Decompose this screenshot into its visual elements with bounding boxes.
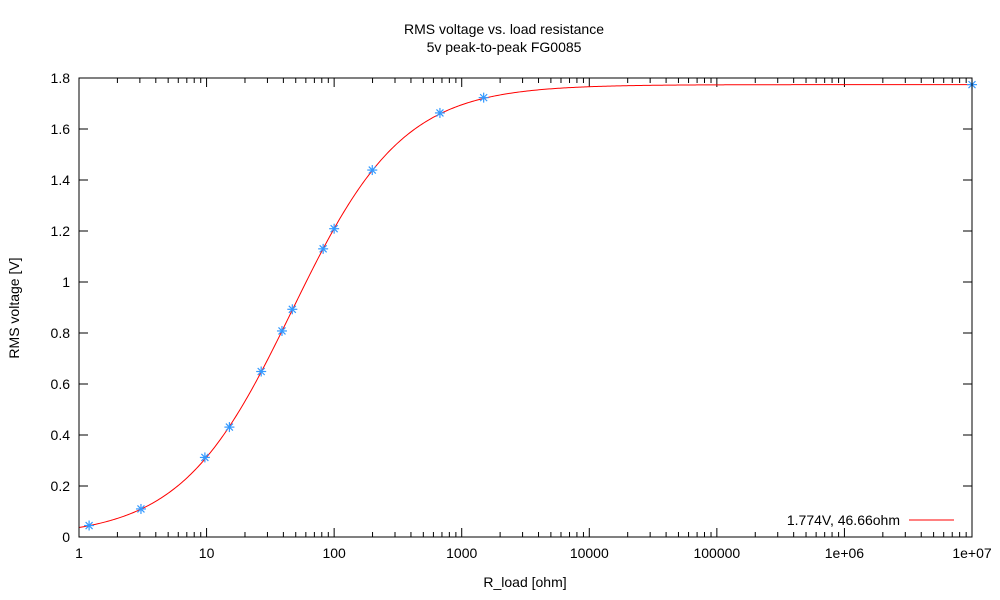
legend-label: 1.774V, 46.66ohm (787, 512, 900, 528)
asterisk-stroke (225, 423, 234, 432)
axes: 1 10 100 1000 10000 100000 1e+06 1e+07 0 0.2 0.4 0.… (51, 70, 992, 561)
y-tick-label: 0.8 (51, 325, 71, 341)
asterisk-stroke (368, 166, 377, 174)
x-tick-label: 10 (199, 545, 215, 561)
y-tick-label: 0.2 (51, 478, 71, 494)
y-tick-label: 0.4 (51, 427, 71, 443)
data-points (84, 79, 977, 531)
data-point (84, 520, 95, 531)
asterisk-stroke (257, 367, 266, 376)
x-tick-label: 100000 (693, 545, 740, 561)
y-tick-label: 1.2 (51, 223, 71, 239)
data-point (199, 452, 210, 463)
data-point (478, 92, 489, 103)
y-axis-label: RMS voltage [V] (6, 257, 22, 358)
data-point (318, 243, 329, 254)
x-tick-label: 100 (322, 545, 346, 561)
x-axis-label: R_load [ohm] (483, 574, 566, 590)
data-point (224, 422, 235, 433)
x-tick-label: 10000 (570, 545, 609, 561)
y-tick-label: 0 (62, 529, 70, 545)
y-tick-label: 1.4 (51, 172, 71, 188)
asterisk-stroke (278, 327, 286, 335)
y-tick-label: 0.6 (51, 376, 71, 392)
asterisk-stroke (436, 109, 444, 117)
asterisk-stroke (137, 505, 145, 513)
chart-title: RMS voltage vs. load resistance (404, 21, 604, 37)
x-tick-label: 1e+06 (825, 545, 865, 561)
asterisk-stroke (330, 224, 339, 233)
asterisk-stroke (85, 521, 94, 530)
plot-frame (78, 77, 973, 538)
data-point (367, 165, 378, 176)
data-point (276, 325, 287, 336)
data-point (287, 304, 298, 315)
asterisk-stroke (288, 305, 297, 314)
data-point (135, 503, 146, 514)
x-tick-label: 1e+07 (952, 545, 992, 561)
asterisk-stroke (319, 244, 328, 253)
fit-curve (78, 84, 972, 529)
x-tick-label: 1000 (446, 545, 477, 561)
y-tick-label: 1.8 (51, 70, 71, 86)
x-tick-label: 1 (75, 545, 83, 561)
data-point (434, 107, 445, 118)
fit-curve-layer (78, 84, 972, 529)
data-point (329, 223, 340, 234)
asterisk-stroke (479, 93, 488, 102)
data-point (256, 366, 267, 377)
y-tick-label: 1.6 (51, 121, 71, 137)
legend: 1.774V, 46.66ohm (787, 512, 954, 528)
chart-subtitle: 5v peak-to-peak FG0085 (427, 39, 582, 55)
y-tick-label: 1 (62, 274, 70, 290)
asterisk-stroke (200, 453, 209, 462)
